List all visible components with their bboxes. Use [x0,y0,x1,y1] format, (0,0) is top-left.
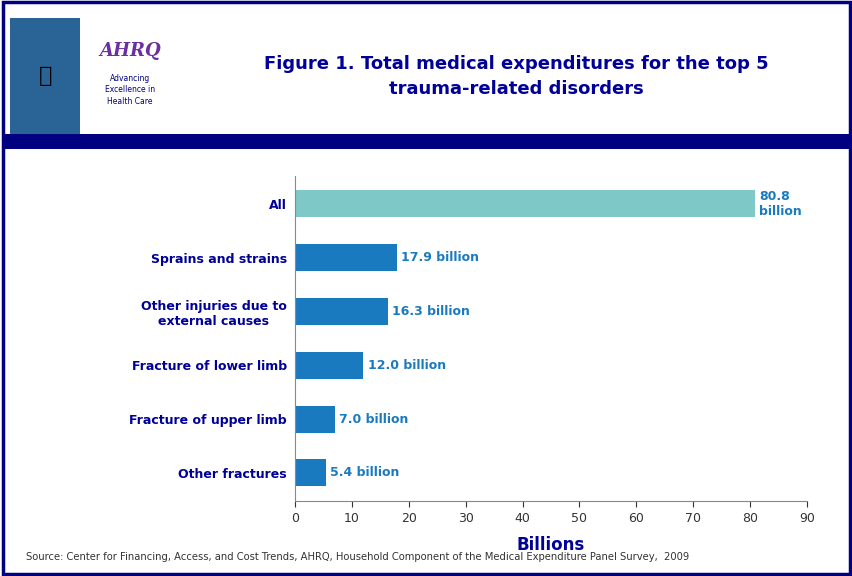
Text: Advancing
Excellence in
Health Care: Advancing Excellence in Health Care [105,74,155,106]
Bar [10,18,80,134]
Text: 17.9 billion: 17.9 billion [401,251,479,264]
Bar [295,460,325,486]
Text: 80.8
billion: 80.8 billion [758,190,801,218]
Text: 7.0 billion: 7.0 billion [339,412,408,426]
Text: 🦅: 🦅 [38,66,52,86]
Text: AHRQ: AHRQ [99,41,161,60]
Text: 16.3 billion: 16.3 billion [392,305,469,318]
Bar [295,191,754,217]
Text: 12.0 billion: 12.0 billion [367,359,446,372]
Text: 5.4 billion: 5.4 billion [330,467,400,479]
Bar [295,352,363,379]
Text: Figure 1. Total medical expenditures for the top 5
trauma-related disorders: Figure 1. Total medical expenditures for… [263,55,768,97]
Bar [295,244,396,271]
Text: Source: Center for Financing, Access, and Cost Trends, AHRQ, Household Component: Source: Center for Financing, Access, an… [26,552,688,562]
X-axis label: Billions: Billions [516,536,584,554]
Bar [295,298,388,325]
Bar [295,406,335,433]
